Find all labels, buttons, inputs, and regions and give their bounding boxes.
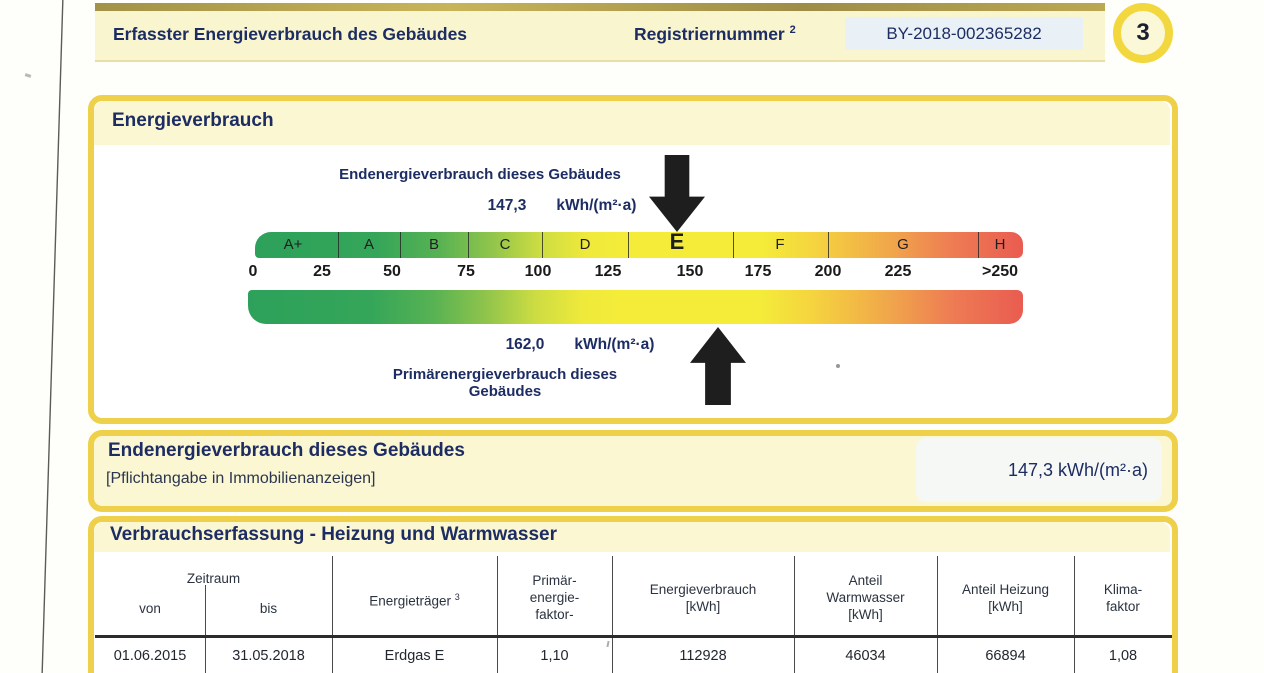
table-divider: [497, 556, 498, 673]
consumption-section-title: Verbrauchserfassung - Heizung und Warmwa…: [110, 524, 557, 545]
scale-letter-d: D: [579, 236, 591, 253]
header-zeitraum: Zeitraum: [186, 571, 241, 586]
final-energy-section-note: [Pflichtangabe in Immobilienanzeigen]: [106, 470, 376, 487]
scale-letter-a-plus: A+: [283, 236, 303, 253]
cell-primaerfaktor: 1,10: [540, 648, 569, 664]
scan-speck: [836, 364, 840, 368]
scale-letter-g: G: [897, 236, 909, 253]
header-bis: bis: [259, 601, 278, 616]
scale-tick: [978, 232, 979, 258]
primary-energy-value-line: 162,0 kWh/(m²·a): [450, 336, 710, 354]
final-energy-unit: kWh/(m²·a): [556, 197, 637, 214]
table-divider: [1074, 556, 1075, 673]
cell-energieverbrauch: 112928: [679, 648, 727, 664]
table-divider: [937, 556, 938, 673]
final-energy-section-title: Endenergieverbrauch dieses Gebäudes: [108, 440, 465, 461]
registry-number-label-text: Registriernummer: [634, 24, 785, 44]
scan-fold-edge: [95, 3, 1105, 11]
registry-number-text: BY-2018-002365282: [886, 23, 1042, 43]
scale-number-225: 225: [884, 263, 912, 280]
cell-energietraeger: Erdgas E: [384, 648, 445, 664]
header-energieverbrauch: Energieverbrauch [kWh]: [649, 582, 757, 614]
scale-number-175: 175: [744, 263, 772, 280]
consumption-section-title-band: [94, 522, 1170, 552]
energy-scale-letter-bar: [255, 232, 1023, 258]
scale-number-75: 75: [457, 263, 475, 280]
scale-letter-e-highlighted: E: [669, 229, 685, 254]
scale-number-50: 50: [383, 263, 401, 280]
scale-letter-b: B: [428, 236, 439, 253]
final-energy-value: 147,3: [487, 197, 527, 214]
energy-scale-primary-bar: [248, 290, 1023, 324]
header-heizung: Anteil Heizung [kWh]: [961, 582, 1050, 614]
header-warmwasser: Anteil Warmwasser [kWh]: [826, 573, 905, 622]
scale-tick: [733, 232, 734, 258]
primary-energy-value: 162,0: [505, 336, 545, 353]
primary-energy-unit: kWh/(m²·a): [574, 336, 655, 353]
cell-heizung: 66894: [985, 648, 1026, 664]
header-energietraeger-text: Energieträger: [369, 593, 452, 609]
registry-number-label: Registriernummer 2: [634, 24, 796, 45]
page-number-badge: 3: [1113, 3, 1173, 63]
energy-section-title-band: [94, 101, 1170, 145]
header-von: von: [139, 601, 161, 616]
final-energy-section-value: 147,3 kWh/(m²·a): [1007, 459, 1148, 480]
page-number-text: 3: [1136, 19, 1150, 46]
cell-bis: 31.05.2018: [232, 648, 305, 664]
table-divider: [205, 585, 206, 673]
scale-tick: [542, 232, 543, 258]
primary-energy-label: Primärenergieverbrauch dieses Gebäudes: [392, 366, 618, 400]
table-divider: [794, 556, 795, 673]
scale-number-25: 25: [313, 263, 331, 280]
scale-tick: [338, 232, 339, 258]
scale-letter-c: C: [499, 236, 511, 253]
scale-number-100: 100: [524, 263, 552, 280]
scale-tick: [468, 232, 469, 258]
scale-tick: [400, 232, 401, 258]
header-primaerfaktor: Primär- energie- faktor-: [529, 573, 580, 622]
header-energietraeger-sup: 3: [454, 592, 460, 602]
scale-number-gt250: >250: [981, 263, 1019, 280]
table-header-separator: [95, 635, 1172, 638]
scale-number-125: 125: [594, 263, 622, 280]
cell-warmwasser: 46034: [845, 648, 886, 664]
energy-consumption-section: [88, 95, 1178, 424]
registry-footnote-sup: 2: [789, 24, 796, 37]
scale-tick: [828, 232, 829, 258]
scale-tick: [628, 232, 629, 258]
header-klimafaktor: Klima- faktor: [1103, 582, 1143, 614]
scale-letter-f: F: [775, 236, 785, 253]
cell-von: 01.06.2015: [113, 648, 187, 664]
scale-number-150: 150: [676, 263, 704, 280]
page-title: Erfasster Energieverbrauch des Gebäudes: [113, 24, 468, 44]
header-energietraeger: Energieträger 3: [332, 589, 497, 610]
table-divider: [332, 556, 333, 673]
cell-klimafaktor: 1,08: [1108, 648, 1138, 664]
scale-letter-a: A: [363, 236, 374, 253]
registry-number-value: BY-2018-002365282: [845, 17, 1083, 50]
final-energy-value-line: 147,3 kWh/(m²·a): [432, 197, 692, 215]
energy-section-title: Energieverbrauch: [112, 110, 274, 131]
final-energy-label: Endenergieverbrauch dieses Gebäudes: [339, 166, 621, 183]
scale-number-0: 0: [248, 263, 258, 280]
final-energy-value-pill: 147,3 kWh/(m²·a): [916, 438, 1162, 502]
table-divider: [612, 556, 613, 673]
scale-number-200: 200: [814, 263, 842, 280]
scale-letter-h: H: [994, 236, 1006, 253]
